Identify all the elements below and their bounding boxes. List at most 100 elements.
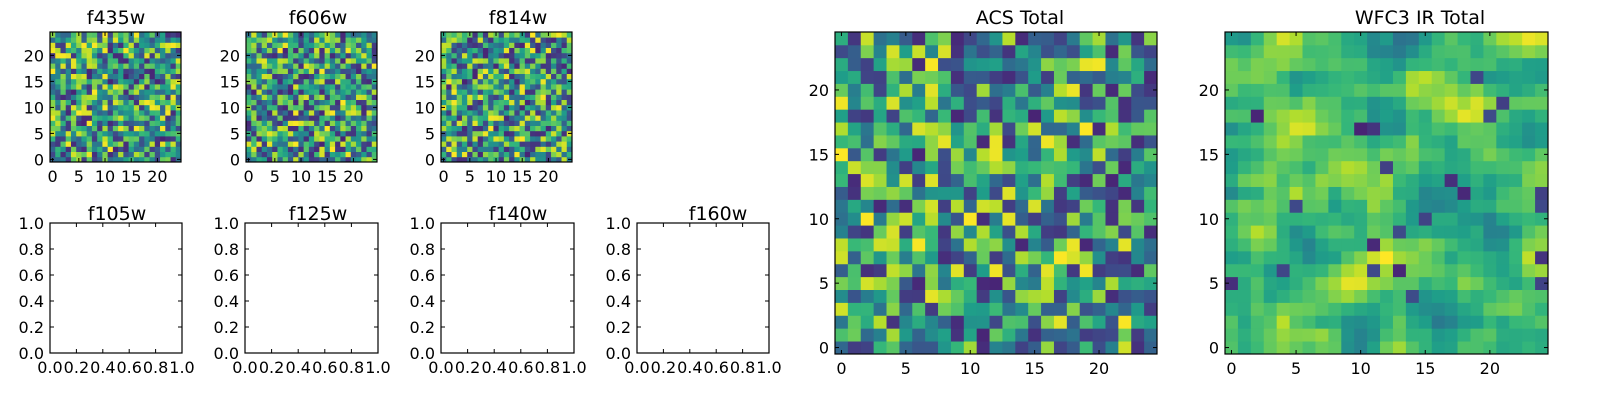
- heatmap-cell: [514, 52, 520, 59]
- heatmap-cell: [1289, 70, 1303, 84]
- heatmap-cell: [1144, 186, 1158, 200]
- heatmap-cell: [65, 151, 72, 158]
- heatmap-cell: [1315, 160, 1329, 175]
- heatmap-cell: [133, 52, 140, 59]
- heatmap-cell: [477, 42, 484, 48]
- heatmap-cell: [55, 84, 61, 90]
- heatmap-cell: [1522, 302, 1536, 316]
- heatmap-cell: [1092, 160, 1106, 175]
- heatmap-cell: [361, 141, 367, 147]
- heatmap-cell: [1470, 96, 1484, 110]
- heatmap-cell: [1028, 289, 1042, 303]
- heatmap-cell: [456, 156, 463, 163]
- heatmap-cell: [266, 130, 273, 137]
- heatmap-cell: [102, 151, 109, 158]
- heatmap-cell: [1431, 83, 1446, 97]
- heatmap-cell: [154, 94, 161, 100]
- heatmap-cell: [509, 42, 515, 48]
- heatmap-cell: [112, 32, 119, 38]
- heatmap-cell: [1131, 186, 1145, 200]
- heatmap-cell: [566, 47, 573, 54]
- heatmap-cell: [566, 58, 573, 64]
- heatmap-cell: [1028, 109, 1042, 123]
- heatmap-cell: [1015, 328, 1029, 342]
- x-tick-label: 20: [1089, 359, 1109, 378]
- heatmap-cell: [925, 212, 939, 226]
- heatmap-cell: [102, 84, 109, 90]
- heatmap-cell: [1118, 57, 1132, 72]
- heatmap-cell: [298, 89, 305, 95]
- heatmap-cell: [950, 122, 965, 136]
- heatmap-cell: [551, 84, 557, 90]
- heatmap-cell: [1457, 147, 1471, 162]
- heatmap-cell: [165, 125, 171, 132]
- heatmap-cell: [1302, 263, 1316, 278]
- heatmap-cell: [482, 68, 489, 74]
- heatmap-cell: [60, 125, 67, 132]
- heatmap-cell: [1131, 83, 1145, 97]
- heatmap-cell: [1053, 212, 1068, 226]
- heatmap-cell: [1118, 160, 1132, 175]
- heatmap-cell: [287, 84, 294, 90]
- heatmap-cell: [835, 173, 849, 187]
- heatmap-cell: [282, 58, 289, 64]
- heatmap-cell: [335, 47, 341, 54]
- heatmap-cell: [1092, 315, 1106, 329]
- heatmap-cell: [963, 199, 978, 213]
- heatmap-cell: [371, 136, 378, 142]
- y-tick-label: 20: [1199, 81, 1219, 100]
- heatmap-cell: [361, 89, 367, 95]
- heatmap-cell: [451, 37, 458, 43]
- heatmap-cell: [1092, 32, 1106, 46]
- heatmap-cell: [514, 110, 520, 116]
- heatmap-cell: [1225, 238, 1239, 252]
- heatmap-cell: [112, 120, 119, 126]
- y-tick-label: 0.2: [410, 318, 435, 337]
- heatmap-cell: [886, 289, 900, 303]
- heatmap-cell: [1041, 44, 1055, 59]
- heatmap-cell: [556, 130, 562, 137]
- heatmap-cell: [1457, 238, 1471, 252]
- heatmap-cell: [55, 68, 61, 74]
- heatmap-cell: [912, 225, 926, 239]
- heatmap-cell: [873, 109, 887, 123]
- heatmap-cell: [366, 110, 373, 116]
- heatmap-cell: [118, 63, 124, 69]
- heatmap-cell: [345, 141, 352, 147]
- heatmap-cell: [345, 37, 352, 43]
- heatmap-cell: [112, 99, 119, 106]
- heatmap-cell: [65, 68, 72, 74]
- heatmap-cell: [303, 42, 310, 48]
- heatmap-cell: [133, 151, 140, 158]
- y-tick-label: 0: [819, 339, 829, 358]
- heatmap-cell: [1276, 250, 1290, 265]
- heatmap-cell: [70, 94, 77, 100]
- heatmap-cell: [925, 341, 939, 355]
- heatmap-cell: [938, 57, 952, 72]
- heatmap-cell: [133, 141, 140, 147]
- heatmap-cell: [493, 99, 500, 106]
- heatmap-cell: [91, 94, 98, 100]
- heatmap-cell: [277, 130, 284, 137]
- heatmap-cell: [899, 199, 913, 213]
- heatmap-cell: [112, 42, 119, 48]
- axes-frame: [440, 31, 573, 163]
- x-tick-label: 0: [439, 167, 449, 186]
- heatmap-cell: [361, 130, 367, 137]
- heatmap-cell: [329, 73, 336, 80]
- heatmap-cell: [1367, 147, 1381, 162]
- heatmap-cell: [86, 120, 93, 126]
- heatmap-cell: [165, 47, 171, 54]
- heatmap-cell: [319, 130, 325, 137]
- heatmap-cell: [835, 199, 849, 213]
- heatmap-cell: [1457, 70, 1471, 84]
- heatmap-cell: [133, 99, 140, 106]
- heatmap-cell: [1144, 238, 1158, 252]
- heatmap-cell: [976, 44, 990, 59]
- heatmap-cell: [246, 94, 252, 100]
- heatmap-cell: [938, 250, 952, 265]
- heatmap-cell: [545, 110, 552, 116]
- heatmap-cell: [256, 94, 263, 100]
- heatmap-cell: [303, 84, 310, 90]
